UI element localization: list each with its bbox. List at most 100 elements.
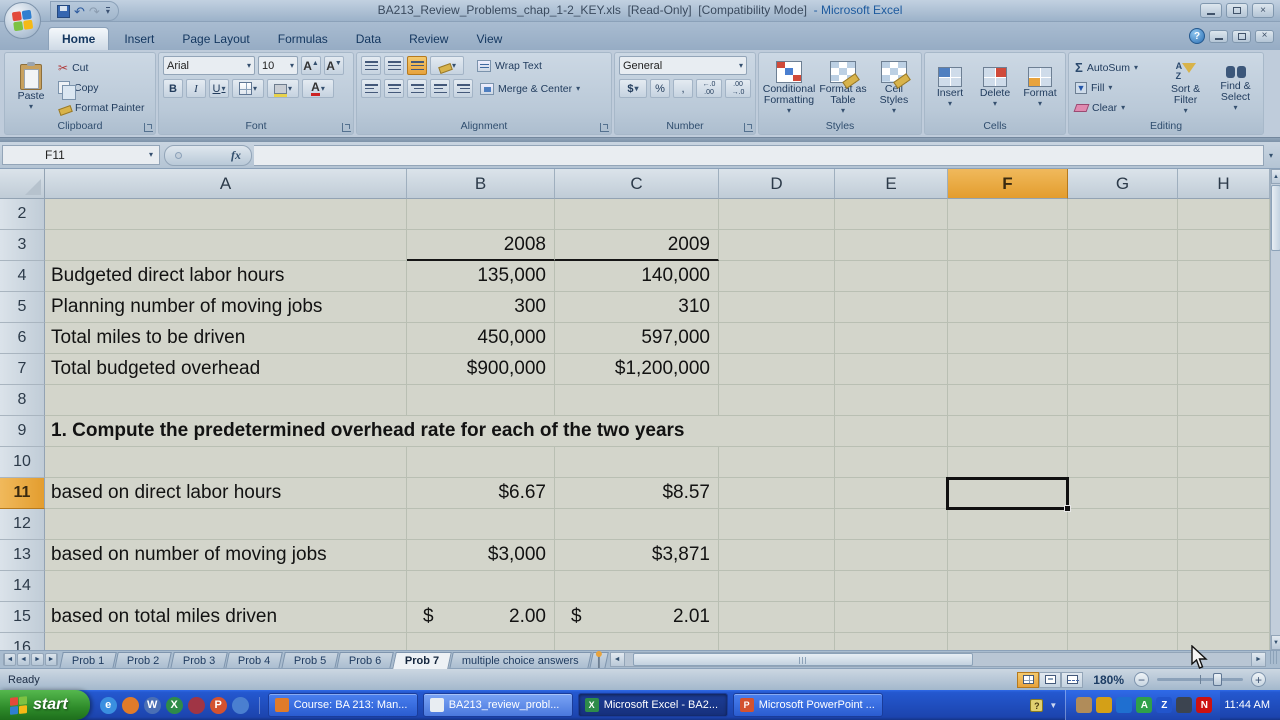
italic-button[interactable]: I <box>186 79 206 98</box>
copy-button[interactable]: Copy <box>56 79 146 100</box>
normal-view-button[interactable] <box>1017 671 1040 688</box>
cell-D8[interactable] <box>719 385 835 416</box>
column-header-F[interactable]: F <box>948 169 1068 199</box>
internet-explorer-icon[interactable]: e <box>99 696 117 714</box>
taskbar-button-document[interactable]: BA213_review_probl... <box>422 693 573 717</box>
clipboard-dialog-launcher-icon[interactable] <box>144 123 153 132</box>
format-as-table-button[interactable]: Format as Table ▾ <box>818 56 868 119</box>
cell-H4[interactable] <box>1178 261 1270 292</box>
row-header-8[interactable]: 8 <box>0 385 45 416</box>
row-header-7[interactable]: 7 <box>0 354 45 385</box>
cell-D10[interactable] <box>719 447 835 478</box>
cell-A11[interactable]: based on direct labor hours <box>45 478 407 509</box>
scroll-right-icon[interactable]: ► <box>1251 653 1265 666</box>
sheet-tab-prob-6[interactable]: Prob 6 <box>336 652 395 669</box>
cell-B2[interactable] <box>407 199 555 230</box>
cell-C10[interactable] <box>555 447 719 478</box>
insert-worksheet-tab[interactable] <box>588 652 609 669</box>
cut-button[interactable]: ✂ Cut <box>56 59 146 76</box>
row-header-2[interactable]: 2 <box>0 199 45 230</box>
column-header-E[interactable]: E <box>835 169 948 199</box>
excel-icon[interactable]: X <box>165 696 183 714</box>
cell-G5[interactable] <box>1068 292 1178 323</box>
name-box-dropdown-icon[interactable]: ▾ <box>148 150 153 159</box>
name-box[interactable]: F11 ▾ <box>2 145 160 165</box>
sphere-tray-icon[interactable] <box>1176 697 1193 713</box>
align-middle-button[interactable] <box>384 56 404 75</box>
cell-H2[interactable] <box>1178 199 1270 230</box>
row-header-15[interactable]: 15 <box>0 602 45 633</box>
cell-B7[interactable]: $900,000 <box>407 354 555 385</box>
cell-G7[interactable] <box>1068 354 1178 385</box>
format-painter-button[interactable]: Format Painter <box>56 99 146 116</box>
taskbar-button-firefox[interactable]: Course: BA 213: Man... <box>267 693 418 717</box>
cell-D15[interactable] <box>719 602 835 633</box>
row-header-9[interactable]: 9 <box>0 416 45 447</box>
clear-button[interactable]: Clear ▾ <box>1073 99 1159 116</box>
cell-G13[interactable] <box>1068 540 1178 571</box>
row-header-6[interactable]: 6 <box>0 323 45 354</box>
zoom-out-button[interactable]: − <box>1134 672 1149 687</box>
cell-A10[interactable] <box>45 447 407 478</box>
cell-E11[interactable] <box>835 478 948 509</box>
cell-E2[interactable] <box>835 199 948 230</box>
cell-E15[interactable] <box>835 602 948 633</box>
cell-F16[interactable] <box>948 633 1068 650</box>
tab-view[interactable]: View <box>476 32 503 46</box>
font-dialog-launcher-icon[interactable] <box>342 123 351 132</box>
cell-A6[interactable]: Total miles to be driven <box>45 323 407 354</box>
cell-G4[interactable] <box>1068 261 1178 292</box>
row-header-11[interactable]: 11 <box>0 478 45 509</box>
tab-formulas[interactable]: Formulas <box>277 32 328 46</box>
increase-decimal-button[interactable]: ←.0.00 <box>696 79 722 98</box>
delete-cells-button[interactable]: Delete ▾ <box>974 56 1016 119</box>
taskbar-button-powerpoint[interactable]: P Microsoft PowerPoint ... <box>732 693 883 717</box>
tab-data[interactable]: Data <box>355 32 382 46</box>
cell-A16[interactable] <box>45 633 407 650</box>
cell-G14[interactable] <box>1068 571 1178 602</box>
cell-A7[interactable]: Total budgeted overhead <box>45 354 407 385</box>
merge-center-button[interactable]: Merge & Center ▾ <box>478 80 582 97</box>
cell-F15[interactable] <box>948 602 1068 633</box>
cell-E7[interactable] <box>835 354 948 385</box>
scroll-down-icon[interactable]: ▼ <box>1271 635 1280 650</box>
cell-D6[interactable] <box>719 323 835 354</box>
cell-F13[interactable] <box>948 540 1068 571</box>
number-format-select[interactable]: General ▾ <box>619 56 747 75</box>
percent-style-button[interactable]: % <box>650 79 670 98</box>
cell-C14[interactable] <box>555 571 719 602</box>
antivirus-tray-icon[interactable]: A <box>1136 697 1153 713</box>
cell-E14[interactable] <box>835 571 948 602</box>
cell-B14[interactable] <box>407 571 555 602</box>
cell-F3[interactable] <box>948 230 1068 261</box>
column-header-H[interactable]: H <box>1178 169 1270 199</box>
column-header-C[interactable]: C <box>555 169 719 199</box>
cell-C12[interactable] <box>555 509 719 540</box>
cell-A12[interactable] <box>45 509 407 540</box>
cell-G10[interactable] <box>1068 447 1178 478</box>
select-all-corner[interactable] <box>0 169 45 199</box>
decrease-decimal-button[interactable]: .00 →.0 <box>725 79 751 98</box>
underline-button[interactable]: U ▾ <box>209 79 229 98</box>
cell-A14[interactable] <box>45 571 407 602</box>
word-icon[interactable]: W <box>143 696 161 714</box>
cell-B15[interactable]: $2.00 <box>407 602 555 633</box>
cell-C16[interactable] <box>555 633 719 650</box>
font-size-select[interactable]: 10 ▾ <box>258 56 298 75</box>
cell-H13[interactable] <box>1178 540 1270 571</box>
cell-B10[interactable] <box>407 447 555 478</box>
keys-icon[interactable] <box>187 696 205 714</box>
column-header-B[interactable]: B <box>407 169 555 199</box>
cell-H9[interactable] <box>1178 416 1270 447</box>
cell-B12[interactable] <box>407 509 555 540</box>
vertical-scrollbar[interactable]: ▲ ▼ <box>1270 169 1280 650</box>
comma-style-button[interactable]: , <box>673 79 693 98</box>
cell-D13[interactable] <box>719 540 835 571</box>
zoom-slider[interactable] <box>1157 673 1243 686</box>
selected-cell-F11[interactable] <box>946 477 1071 512</box>
cell-B8[interactable] <box>407 385 555 416</box>
cell-E6[interactable] <box>835 323 948 354</box>
sheet-tab-prob-2[interactable]: Prob 2 <box>114 652 173 669</box>
row-header-13[interactable]: 13 <box>0 540 45 571</box>
column-header-A[interactable]: A <box>45 169 407 199</box>
